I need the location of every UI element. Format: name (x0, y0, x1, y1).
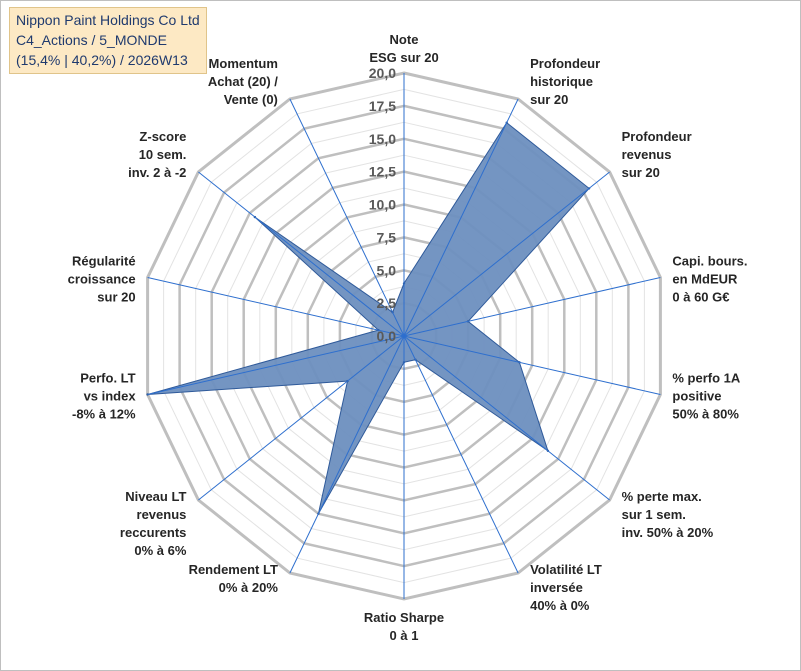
label-layer: Note ESG sur 20 Profondeur historique sur 20… (68, 32, 748, 643)
axis-label: Z-score 10 sem. inv. 2 à -2 (128, 129, 186, 180)
axis-label-line: % perte max. (622, 489, 702, 504)
axis-label-line: 0 à 60 G€ (672, 290, 729, 305)
chart-title-company: Nippon Paint Holdings Co Ltd (16, 12, 200, 28)
axis-label-line: inv. 50% à 20% (622, 525, 714, 540)
axis-label-line: Ratio Sharpe (364, 610, 444, 625)
axis-spoke (403, 335, 519, 574)
axis-spoke (403, 277, 661, 337)
axis-spoke (403, 98, 519, 337)
axis-spoke (147, 277, 405, 337)
axis-label: Perfo. LT vs index -8% à 12% (72, 371, 136, 422)
tick-label: 10,0 (369, 197, 396, 213)
axis-label-line: 40% à 0% (530, 598, 590, 613)
axis-spoke (198, 171, 405, 337)
axis-label-line: 0% à 6% (134, 543, 186, 558)
axis-label: Capi. bours. en MdEUR 0 à 60 G€ (672, 254, 747, 305)
axis-label-line: revenus (622, 147, 672, 162)
axis-label-line: 50% à 80% (672, 407, 739, 422)
axis-spoke (403, 335, 610, 501)
tick-layer: 0,0 2,5 5,0 7,5 10,0 12,5 15,0 17,5 20,0 (369, 65, 396, 344)
axis-label-line: croissance (68, 272, 136, 287)
axis-label-line: Perfo. LT (80, 371, 135, 386)
axis-label-line: Capi. bours. (672, 254, 747, 269)
axis-label: Ratio Sharpe 0 à 1 (364, 610, 444, 643)
axis-label-line: Volatilité LT (530, 562, 602, 577)
axis-label: Volatilité LT inversée 40% à 0% (530, 562, 602, 613)
axis-spoke (198, 335, 405, 501)
spoke-layer (147, 73, 661, 599)
axis-label-line: revenus (137, 507, 187, 522)
axis-label: Note ESG sur 20 (369, 32, 438, 65)
chart-title-box: Nippon Paint Holdings Co Ltd C4_Actions … (9, 7, 207, 74)
axis-spoke (403, 335, 661, 395)
axis-label-line: Achat (20) / (208, 74, 278, 89)
axis-label: Profondeur historique sur 20 (530, 56, 600, 107)
chart-title-universe: C4_Actions / 5_MONDE (16, 32, 167, 48)
axis-label-line: Vente (0) (224, 92, 278, 107)
tick-label: 5,0 (377, 262, 397, 278)
axis-label-line: 0 à 1 (390, 628, 419, 643)
axis-label-line: Note (390, 32, 419, 47)
axis-label-line: Niveau LT (125, 489, 186, 504)
tick-label: 15,0 (369, 131, 396, 147)
axis-label-line: sur 1 sem. (622, 507, 686, 522)
tick-label: 20,0 (369, 65, 396, 81)
axis-label: Régularité croissance sur 20 (68, 254, 136, 305)
tick-label: 2,5 (377, 295, 397, 311)
axis-label-line: % perfo 1A (672, 371, 741, 386)
axis-label-line: historique (530, 74, 593, 89)
axis-label-line: -8% à 12% (72, 407, 136, 422)
series-area (147, 121, 590, 514)
tick-label: 7,5 (377, 229, 397, 245)
axis-label-line: inversée (530, 580, 583, 595)
axis-label-line: en MdEUR (672, 272, 738, 287)
axis-label-line: 10 sem. (139, 147, 187, 162)
axis-label-line: Z-score (139, 129, 186, 144)
axis-spoke (289, 98, 405, 337)
axis-spoke (289, 335, 405, 574)
axis-label-line: Rendement LT (189, 562, 278, 577)
axis-label-line: Profondeur (622, 129, 692, 144)
axis-label: Niveau LT revenus reccurents 0% à 6% (120, 489, 187, 558)
axis-label-line: sur 20 (97, 290, 135, 305)
axis-label-line: Régularité (72, 254, 136, 269)
axis-label: % perte max. sur 1 sem. inv. 50% à 20% (622, 489, 714, 540)
axis-label: Rendement LT 0% à 20% (189, 562, 279, 595)
axis-label-line: inv. 2 à -2 (128, 165, 186, 180)
axis-label-line: Profondeur (530, 56, 600, 71)
tick-label: 12,5 (369, 164, 396, 180)
axis-label: % perfo 1A positive 50% à 80% (672, 371, 741, 422)
axis-label-line: 0% à 20% (219, 580, 279, 595)
axis-label-line: Momentum (209, 56, 278, 71)
axis-spoke (147, 335, 405, 395)
axis-label-line: ESG sur 20 (369, 50, 438, 65)
axis-label: Momentum Achat (20) / Vente (0) (208, 56, 278, 107)
axis-label-line: reccurents (120, 525, 186, 540)
chart-title-stats: (15,4% | 40,2%) / 2026W13 (16, 52, 188, 68)
tick-label: 17,5 (369, 98, 396, 114)
axis-label: Profondeur revenus sur 20 (622, 129, 692, 180)
axis-spoke (403, 171, 610, 337)
axis-label-line: sur 20 (530, 92, 568, 107)
axis-label-line: positive (672, 389, 721, 404)
axis-label-line: vs index (84, 389, 137, 404)
tick-label: 0,0 (377, 328, 397, 344)
axis-label-line: sur 20 (622, 165, 660, 180)
